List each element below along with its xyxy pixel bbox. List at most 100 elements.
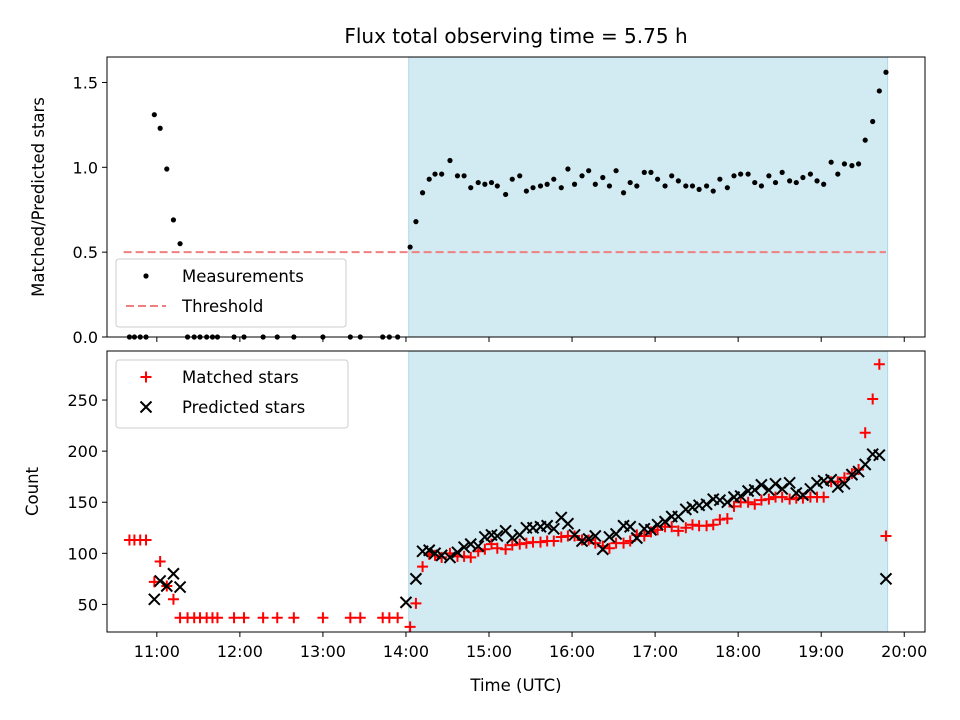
x-tick-label: 19:00	[798, 642, 844, 661]
data-point	[482, 181, 488, 187]
legend-swatch	[143, 273, 149, 279]
data-point	[443, 551, 457, 564]
data-point	[228, 612, 240, 624]
data-point	[464, 537, 477, 551]
data-point	[784, 493, 796, 505]
observing-window-shade	[408, 56, 889, 338]
data-point	[853, 464, 865, 476]
data-point	[457, 540, 471, 554]
data-point	[517, 173, 523, 179]
y-tick-label: 1.0	[73, 158, 98, 177]
data-point	[749, 498, 761, 510]
data-point	[447, 157, 453, 164]
data-point	[271, 612, 283, 624]
data-point	[413, 219, 419, 225]
data-point	[717, 176, 723, 182]
data-point	[167, 593, 179, 605]
data-point	[689, 183, 696, 189]
data-point	[721, 513, 733, 525]
chart-title: Flux total observing time = 5.75 h	[344, 24, 687, 48]
data-point	[880, 530, 892, 542]
data-point	[419, 190, 426, 196]
data-point	[540, 519, 554, 532]
x-tick-label: 16:00	[549, 642, 595, 661]
data-point	[638, 530, 650, 542]
data-point	[748, 483, 761, 497]
data-point	[472, 545, 484, 557]
data-point	[140, 534, 152, 546]
data-point	[491, 529, 504, 543]
y-tick-label: 1.5	[73, 73, 98, 92]
data-point	[755, 494, 767, 506]
legend: Measurements Threshold	[115, 258, 347, 328]
data-point	[154, 555, 166, 567]
data-point	[821, 181, 827, 187]
data-point	[787, 178, 793, 184]
data-point	[845, 468, 859, 481]
data-point	[769, 477, 782, 491]
data-point	[703, 183, 710, 189]
data-point	[410, 597, 422, 609]
data-point	[772, 179, 779, 186]
data-point	[873, 358, 885, 370]
data-point	[344, 612, 356, 624]
data-point	[831, 480, 845, 494]
x-tick-label: 17:00	[632, 642, 678, 661]
y-axis-label: Count	[23, 466, 42, 516]
data-point	[752, 179, 758, 186]
data-point	[404, 621, 416, 633]
data-point	[537, 183, 544, 189]
data-point	[652, 524, 664, 536]
data-point	[211, 612, 223, 624]
data-point	[651, 518, 664, 531]
data-point	[603, 530, 616, 544]
data-point	[582, 532, 595, 546]
data-point	[666, 521, 678, 533]
data-point	[879, 572, 893, 586]
data-point	[571, 181, 578, 187]
data-point	[828, 159, 834, 165]
data-point	[547, 522, 560, 536]
data-point	[818, 491, 830, 503]
data-point	[859, 427, 871, 439]
data-point	[454, 173, 461, 179]
data-point	[472, 539, 485, 553]
data-point	[835, 171, 841, 177]
data-point	[558, 185, 564, 191]
data-point	[855, 161, 862, 167]
data-point	[867, 393, 879, 405]
x-tick-label: 12:00	[217, 642, 263, 661]
data-point	[177, 241, 183, 247]
legend: Matched stars Predicted stars	[115, 359, 349, 429]
legend-swatch	[140, 371, 152, 383]
data-point	[838, 477, 851, 491]
data-point	[779, 169, 785, 175]
data-point	[654, 176, 661, 182]
data-point	[858, 458, 872, 471]
data-point	[696, 186, 702, 192]
data-point	[807, 171, 813, 177]
data-point	[600, 174, 606, 181]
data-point	[710, 188, 716, 194]
data-point	[488, 179, 495, 186]
data-point	[399, 596, 413, 609]
x-tick-label: 18:00	[715, 642, 761, 661]
y-axis-label: Matched/Predicted stars	[29, 97, 48, 297]
data-point	[151, 112, 157, 118]
axes-frame	[106, 56, 926, 338]
data-point	[738, 171, 744, 177]
y-tick-label: 0.0	[73, 328, 98, 347]
data-point	[317, 612, 329, 624]
data-point	[672, 525, 684, 537]
data-point	[468, 185, 474, 191]
data-point	[814, 178, 820, 184]
data-point	[662, 183, 668, 189]
data-point	[238, 612, 250, 624]
y-tick-label: 150	[67, 493, 98, 512]
data-point	[876, 88, 882, 94]
data-point	[426, 176, 432, 182]
data-point	[173, 580, 187, 594]
x-tick-label: 14:00	[383, 642, 429, 661]
data-point	[544, 181, 550, 187]
